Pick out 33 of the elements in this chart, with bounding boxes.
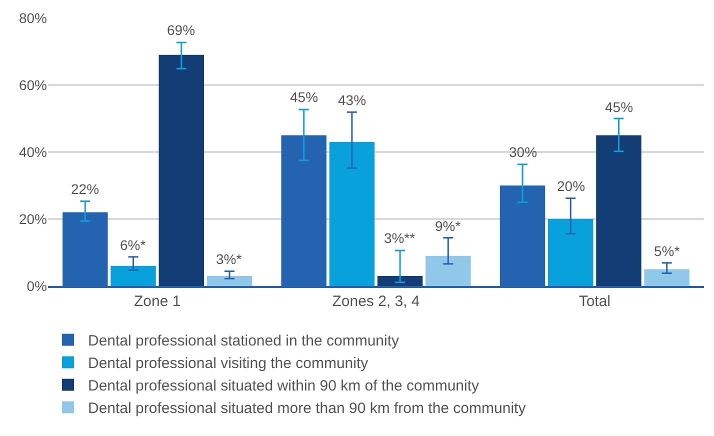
- data-label: 6%*: [120, 237, 146, 253]
- bar: [206, 276, 252, 286]
- bar: [644, 269, 690, 286]
- y-tick-label: 40%: [18, 144, 47, 160]
- data-label: 3%**: [384, 230, 416, 246]
- data-label: 45%: [605, 99, 634, 115]
- bar: [596, 135, 642, 286]
- data-label: 20%: [557, 178, 586, 194]
- bar: [426, 256, 471, 286]
- legend-label: Dental professional situated within 90 km of the community: [88, 378, 480, 395]
- y-tick-label: 0%: [26, 278, 47, 294]
- y-tick-label: 80%: [18, 10, 47, 26]
- data-label: 22%: [71, 181, 100, 197]
- data-label: 43%: [338, 92, 366, 108]
- bar: [377, 276, 423, 286]
- x-tick-label: Zone 1: [134, 293, 181, 310]
- y-tick-label: 60%: [18, 76, 47, 93]
- bar: [110, 266, 156, 286]
- legend-label: Dental professional visiting the community: [88, 355, 369, 372]
- legend-label: Dental professional situated more than 90 km from the community: [88, 400, 526, 418]
- bar: [329, 142, 375, 286]
- data-label: 3%*: [216, 251, 242, 267]
- bar: [548, 219, 594, 286]
- bar: [158, 54, 204, 286]
- x-tick-label: Zones 2, 3, 4: [332, 293, 420, 310]
- x-tick-label: Total: [578, 293, 611, 310]
- data-label: 9%*: [435, 218, 462, 234]
- legend-label: Dental professional stationed in the community: [88, 332, 400, 350]
- y-tick-label: 20%: [18, 210, 47, 227]
- data-label: 30%: [509, 144, 538, 160]
- data-label: 69%: [167, 22, 196, 38]
- data-label: 5%*: [654, 243, 680, 259]
- data-label: 45%: [290, 89, 318, 105]
